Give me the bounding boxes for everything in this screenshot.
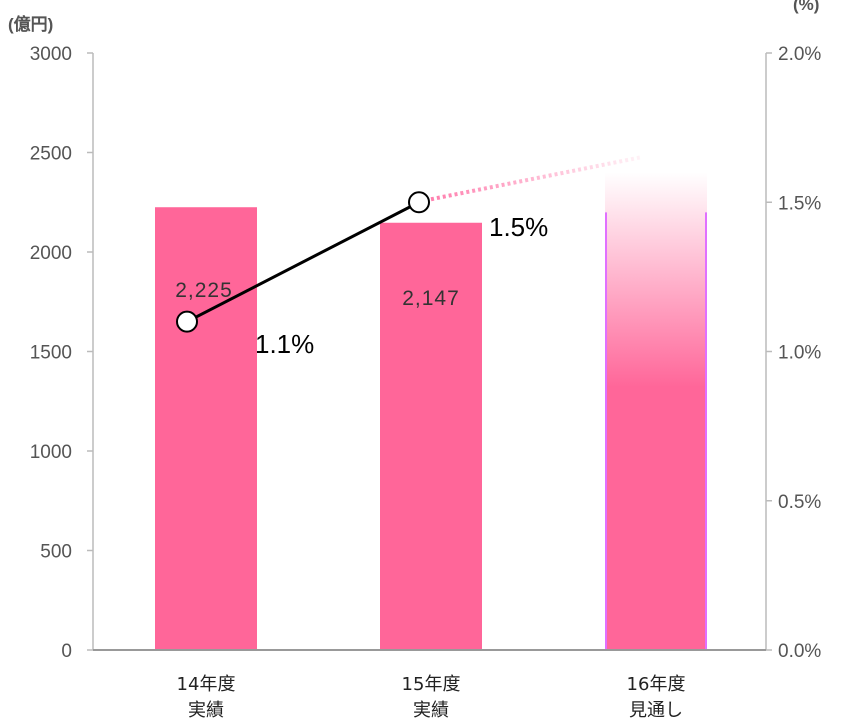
line-data-label: 1.1% [255,329,314,359]
left-tick-label: 3000 [30,44,72,65]
bar-projected [605,172,707,650]
line-segment [186,200,420,323]
line-data-label: 1.5% [489,212,548,242]
right-axis-ticks: 0.0% 0.5% 1.0% 1.5% 2.0% [766,44,821,662]
category-label-line1: 16年度 [627,674,686,695]
left-axis-ticks: 0 500 1000 1500 2000 2500 3000 [30,44,93,662]
line-labels: 1.1% 1.5% [255,212,548,359]
left-axis-unit: (億円) [8,14,53,34]
line-point [176,310,198,333]
bar [380,222,482,650]
category-label-line2: 実績 [188,700,224,721]
left-tick-label: 1000 [30,442,72,463]
right-axis-unit: (%) [793,0,819,14]
bar-data-label: 2,225 [175,279,233,302]
category-label-line1: 14年度 [177,674,236,695]
bar [155,207,257,650]
right-tick-label: 0.0% [778,641,821,662]
bar-series [155,172,707,650]
left-tick-label: 0 [61,641,72,662]
line-point [408,191,430,214]
line-series [176,155,641,333]
left-tick-label: 2000 [30,243,72,264]
left-tick-label: 500 [40,542,72,563]
category-label-line1: 15年度 [402,674,461,695]
category-label-line2: 実績 [413,700,449,721]
right-tick-label: 2.0% [778,44,821,65]
bar-data-label: 2,147 [402,287,460,310]
bar-labels: 2,225 2,147 [175,279,460,310]
left-tick-label: 2500 [30,144,72,165]
right-tick-label: 0.5% [778,492,821,513]
left-tick-label: 1500 [30,343,72,364]
right-tick-label: 1.0% [778,343,821,364]
right-tick-label: 1.5% [778,193,821,214]
category-label-line2: 見通し [629,700,683,721]
